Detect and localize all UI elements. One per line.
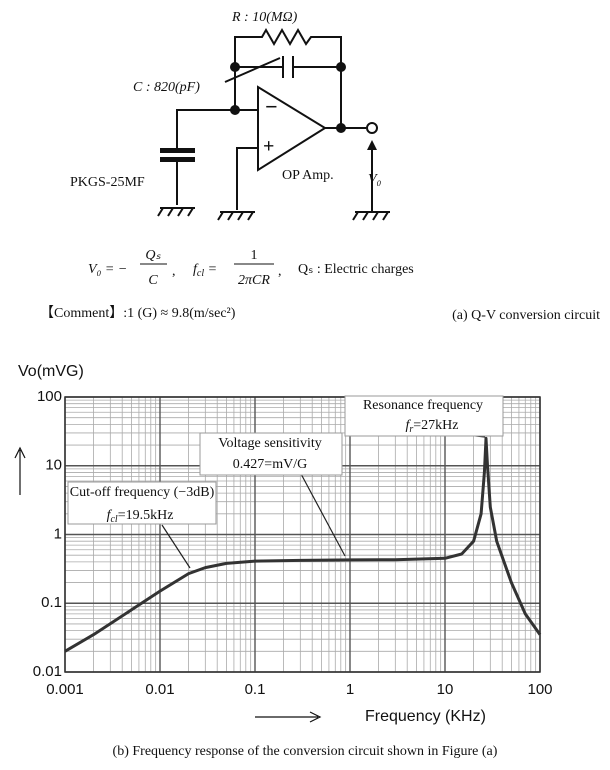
eq-text: f <box>193 262 199 277</box>
sensor-plate <box>160 157 195 162</box>
y-tick-label: 0.1 <box>41 594 62 611</box>
y-axis-label: Vo(mVG) <box>18 363 84 380</box>
eq-text: C <box>148 273 158 288</box>
y-tick-label: 10 <box>45 457 62 474</box>
caption-b: (b) Frequency response of the conversion… <box>113 744 498 759</box>
terminal <box>366 122 378 134</box>
equation: V₀ = − Qₛ C , fcl = 1 2πCR , Qₛ : Electr… <box>40 248 600 323</box>
annotation: =19.5kHz <box>118 508 174 523</box>
x-tick-label: 0.001 <box>46 681 84 698</box>
comment: 【Comment】:1 (G) ≈ 9.8(m/sec²) <box>40 305 236 321</box>
node <box>230 62 240 72</box>
x-tick-label: 10 <box>437 681 454 698</box>
annotation-box <box>199 432 343 476</box>
sensor-label: PKGS-25MF <box>70 175 145 190</box>
eq-text: 1 <box>251 248 258 263</box>
plot-frame <box>64 396 541 673</box>
output-arrow <box>367 140 377 150</box>
annotation: f <box>405 418 411 433</box>
resistor-label: R : 10(MΩ) <box>231 10 298 25</box>
eq-text: V₀ = − <box>88 262 127 277</box>
eq-text: Qₛ : Electric charges <box>298 262 414 277</box>
x-tick-label: 100 <box>527 681 552 698</box>
minus-sign: − <box>265 94 278 119</box>
chart: Vo(mVG) Frequency (KHz) (b) Frequency re… <box>14 363 553 759</box>
eq-text: Qₛ <box>145 248 161 263</box>
circuit: R : 10(MΩ) C : 820(pF) PKGS-25MF OP Amp.… <box>70 10 390 221</box>
annotation: fcl=19.5kHz <box>107 508 174 525</box>
eq-text: = <box>204 262 217 277</box>
opamp-label: OP Amp. <box>282 168 334 183</box>
node <box>336 62 346 72</box>
capacitor-label: C : 820(pF) <box>133 80 200 95</box>
annotation: Voltage sensitivity <box>218 436 322 451</box>
y-tick-label: 100 <box>37 388 62 405</box>
x-tick-label: 0.1 <box>245 681 266 698</box>
eq-text: , <box>278 264 282 279</box>
x-tick-label: 1 <box>346 681 354 698</box>
annotation: f <box>107 508 113 523</box>
annotation: Resonance frequency <box>363 398 483 413</box>
eq-text: , <box>172 264 176 279</box>
plus-sign: + <box>263 136 274 158</box>
annotation-box <box>344 395 504 437</box>
x-axis-label: Frequency (KHz) <box>365 708 486 725</box>
axis-arrows <box>14 446 322 723</box>
annotation: Cut-off frequency (−3dB) <box>70 485 215 500</box>
eq-text: 2πCR <box>238 273 270 288</box>
sensor-plate <box>160 148 195 153</box>
x-tick-label: 0.01 <box>145 681 174 698</box>
node <box>336 123 346 133</box>
y-tick-label: 0.01 <box>33 663 62 680</box>
eq-text: cl <box>197 268 204 279</box>
output-label: V₀ <box>368 172 382 187</box>
eq-text: fcl = <box>193 262 217 279</box>
annotation: =27kHz <box>413 418 458 433</box>
annotation: r <box>409 424 413 435</box>
y-tick-label: 1 <box>54 525 62 542</box>
circuit-wires <box>157 27 390 221</box>
response-curve <box>64 436 542 653</box>
annotation-box <box>67 481 217 525</box>
annotation: 0.427=mV/G <box>233 457 307 472</box>
annotation: fr=27kHz <box>405 418 458 435</box>
node <box>230 105 240 115</box>
annotation: cl <box>110 514 117 525</box>
caption-a: (a) Q-V conversion circuit <box>452 308 600 323</box>
